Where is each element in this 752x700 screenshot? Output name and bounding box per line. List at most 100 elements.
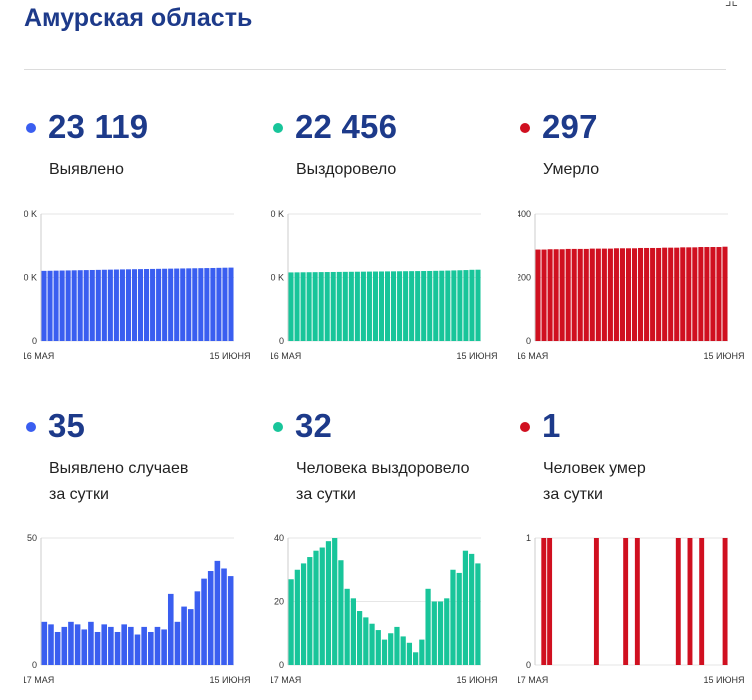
- stat-label-line: Выявлено случаев: [49, 460, 189, 477]
- chart-daily-recovered: 0 20 40 17 МАЯ 15 ИЮНЯ: [271, 533, 498, 685]
- y-tick-label: 0: [279, 336, 284, 346]
- bar: [221, 568, 227, 665]
- chart-deaths-total: 0 200 400 16 МАЯ 15 ИЮНЯ: [518, 209, 745, 361]
- stat-label-line: за сутки: [543, 486, 603, 503]
- bar: [722, 246, 728, 341]
- bar: [318, 272, 324, 341]
- bar: [625, 248, 632, 341]
- bar: [227, 576, 234, 665]
- bar: [444, 598, 450, 665]
- green-dot-icon: [273, 123, 283, 133]
- bar: [475, 269, 481, 341]
- bar: [144, 269, 150, 341]
- bar: [394, 626, 400, 665]
- bar: [631, 248, 638, 341]
- y-tick-label: 0: [526, 336, 531, 346]
- bar: [662, 247, 668, 341]
- bar: [595, 248, 601, 341]
- bar: [107, 269, 113, 341]
- bar: [686, 247, 692, 341]
- bar: [372, 271, 378, 341]
- x-start-label: 17 МАЯ: [518, 675, 548, 685]
- bar: [577, 248, 583, 341]
- bar: [216, 267, 222, 341]
- bar: [41, 621, 48, 665]
- stat-label-line: за сутки: [296, 486, 356, 503]
- x-end-label: 15 ИЮНЯ: [703, 351, 744, 361]
- stat-label: Человек умер за сутки: [543, 456, 646, 508]
- bar: [638, 247, 644, 341]
- bar: [324, 272, 330, 341]
- bar: [108, 626, 114, 665]
- bar: [141, 626, 147, 665]
- bar: [47, 270, 53, 341]
- stat-value: 32: [295, 407, 333, 444]
- bar: [180, 268, 186, 341]
- bar: [83, 270, 89, 341]
- y-tick-label: 20 K: [24, 273, 37, 283]
- bar: [403, 271, 409, 341]
- chart-daily-deaths: 0 1 17 МАЯ 15 ИЮНЯ: [518, 533, 745, 685]
- x-start-label: 16 МАЯ: [271, 351, 301, 361]
- bar: [644, 247, 650, 341]
- stat-value: 22 456: [295, 108, 398, 145]
- bar: [198, 268, 204, 341]
- bar: [451, 270, 457, 341]
- x-end-label: 15 ИЮНЯ: [456, 351, 497, 361]
- y-tick-label: 1: [526, 533, 531, 543]
- bar: [553, 249, 559, 341]
- bar: [338, 560, 344, 665]
- bar: [433, 270, 439, 341]
- bar: [656, 247, 662, 341]
- bar: [692, 247, 698, 341]
- bar: [150, 268, 156, 341]
- bar: [89, 269, 95, 341]
- y-tick-label: 400: [518, 209, 531, 219]
- bar: [300, 563, 307, 665]
- bar: [541, 249, 547, 341]
- stat-value: 297: [542, 108, 598, 145]
- bar: [88, 621, 94, 665]
- bar: [378, 271, 385, 341]
- x-end-label: 15 ИЮНЯ: [703, 675, 744, 685]
- bar: [214, 560, 221, 665]
- bar: [131, 269, 138, 341]
- bar: [354, 271, 360, 341]
- red-dot-icon: [520, 123, 530, 133]
- x-start-label: 17 МАЯ: [24, 675, 54, 685]
- red-dot-icon: [520, 422, 530, 432]
- bar: [319, 547, 325, 665]
- y-tick-label: 0: [32, 336, 37, 346]
- bar: [623, 538, 629, 665]
- bar: [119, 269, 125, 341]
- bar: [312, 272, 318, 341]
- bar: [547, 249, 553, 341]
- bar: [680, 247, 686, 341]
- bar: [162, 268, 168, 341]
- bar: [222, 267, 228, 341]
- stat-label-line: Человек умер: [543, 460, 646, 477]
- x-start-label: 16 МАЯ: [518, 351, 548, 361]
- bar: [74, 624, 81, 665]
- bar: [174, 621, 181, 665]
- bar: [114, 631, 121, 665]
- fullscreen-icon[interactable]: ⌟⌞: [724, 0, 738, 8]
- bar: [65, 270, 71, 341]
- stat-label-line: Человека выздоровело: [296, 460, 470, 477]
- bar: [716, 247, 722, 341]
- bar: [419, 639, 425, 665]
- bar: [125, 269, 131, 341]
- bar: [559, 249, 565, 341]
- bar: [204, 268, 210, 341]
- bar: [710, 247, 716, 341]
- y-tick-label: 0: [279, 660, 284, 670]
- page-title: Амурская область: [24, 4, 253, 32]
- bar: [450, 569, 456, 665]
- bar: [413, 652, 419, 665]
- bar: [59, 270, 65, 341]
- bar: [77, 270, 83, 341]
- bar: [437, 601, 444, 665]
- bar: [210, 267, 216, 341]
- bar: [101, 624, 108, 665]
- divider: [24, 69, 726, 70]
